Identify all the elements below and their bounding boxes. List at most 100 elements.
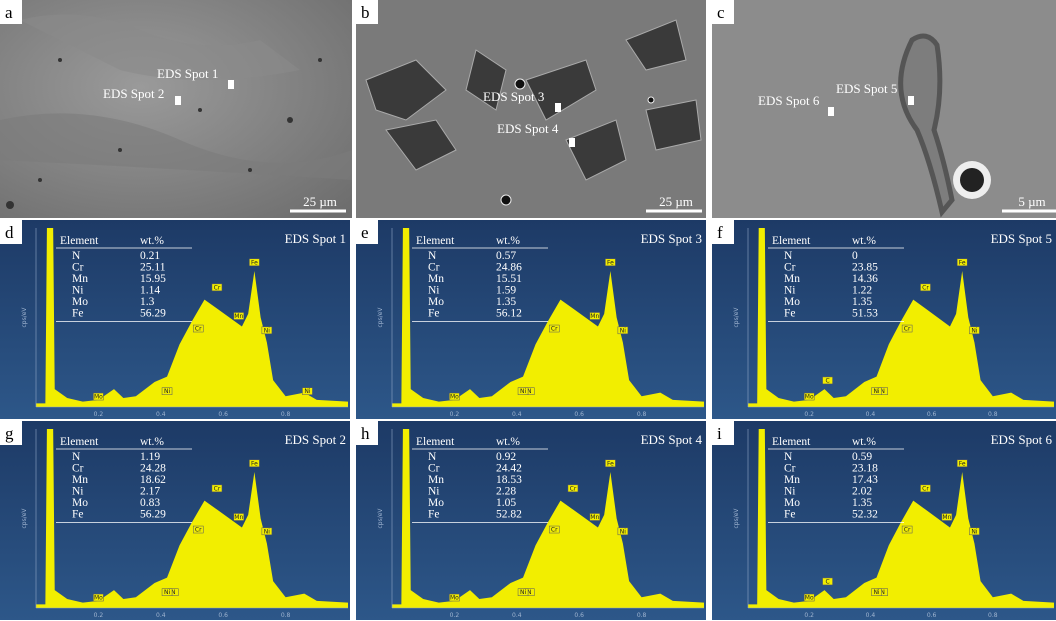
- table-header: wt.%: [140, 235, 164, 247]
- peak-label-box: [605, 258, 616, 267]
- peak-label-box: [302, 387, 313, 395]
- peak-label: Cr: [214, 284, 221, 291]
- spot-label: EDS Spot 5: [836, 81, 897, 96]
- peak-label: Fe: [607, 460, 614, 467]
- peak-label-box: [449, 392, 460, 401]
- table-cell: Mo: [428, 296, 444, 308]
- table-cell: 1.22: [852, 285, 872, 297]
- sem-image-b: [356, 0, 706, 218]
- table-cell: 0.83: [140, 497, 160, 509]
- table-header: wt.%: [852, 235, 876, 247]
- table-cell: 2.17: [140, 486, 160, 498]
- table-cell: 56.12: [496, 308, 522, 320]
- table-cell: Mn: [72, 273, 88, 285]
- table-cell: Mn: [784, 474, 800, 486]
- table-cell: Cr: [784, 463, 796, 475]
- peak-label-box: [233, 312, 245, 320]
- peak-label: Fe: [251, 460, 258, 467]
- panel-label: c: [717, 3, 725, 22]
- peak-label: N: [527, 589, 532, 596]
- table-cell: Fe: [784, 509, 796, 521]
- table-cell: 2.28: [496, 486, 516, 498]
- y-axis-label: cps/eV: [733, 508, 740, 529]
- spectrum-fill: [392, 429, 704, 608]
- panel-label-box: [356, 220, 378, 244]
- table-cell: Ni: [784, 486, 796, 498]
- x-tick-label: 0.4: [866, 411, 876, 418]
- table-header: Element: [60, 436, 99, 448]
- peak-label-box: [941, 513, 953, 521]
- peak-label: C: [825, 578, 829, 585]
- peak-label: Fe: [959, 460, 966, 467]
- sem-image-c: [712, 0, 1056, 218]
- panel-label-box: [712, 0, 734, 24]
- table-cell: 24.42: [496, 463, 522, 475]
- table-cell: N: [72, 451, 81, 463]
- peak-label-box: [920, 283, 931, 292]
- table-cell: 0.21: [140, 250, 160, 262]
- panel-label: a: [5, 3, 13, 22]
- peak-label-box: [548, 525, 560, 534]
- x-tick-label: 0.8: [281, 612, 291, 619]
- peak-label: Cr: [570, 485, 577, 492]
- spectrum-fill: [36, 228, 348, 407]
- peak-label: Ni: [620, 528, 626, 535]
- x-tick-label: 0.2: [804, 411, 814, 418]
- y-axis-label: cps/eV: [733, 307, 740, 328]
- table-cell: 0: [852, 250, 858, 262]
- peak-label-box: [548, 324, 560, 333]
- peak-label-box: [617, 527, 629, 536]
- table-cell: 23.85: [852, 262, 878, 274]
- panel-label: h: [361, 424, 370, 443]
- table-cell: 1.05: [496, 497, 516, 509]
- spectrum-title: EDS Spot 3: [641, 231, 702, 246]
- table-cell: Cr: [784, 262, 796, 274]
- spectrum-fill: [36, 429, 348, 608]
- peak-label: N: [171, 589, 176, 596]
- x-tick-label: 0.8: [988, 411, 998, 418]
- x-tick-label: 0.6: [218, 411, 228, 418]
- peak-label: Cr: [922, 485, 929, 492]
- table-cell: 15.51: [496, 273, 522, 285]
- peak-label-box: [449, 593, 460, 602]
- table-cell: Cr: [428, 262, 440, 274]
- table-cell: 0.57: [496, 250, 516, 262]
- peak-label: Ni: [520, 388, 526, 395]
- x-tick-label: 0.6: [574, 612, 584, 619]
- peak-label: Mn: [590, 313, 599, 320]
- panel-label-box: [712, 421, 734, 445]
- peak-label: Ni: [264, 528, 270, 535]
- table-cell: Fe: [428, 509, 440, 521]
- spot-label: EDS Spot 6: [758, 93, 820, 108]
- table-cell: 24.86: [496, 262, 522, 274]
- spectrum-title: EDS Spot 5: [991, 231, 1052, 246]
- y-axis-label: cps/eV: [377, 508, 384, 529]
- table-cell: 15.95: [140, 273, 166, 285]
- x-tick-label: 0.2: [450, 411, 460, 418]
- sem-image-a: [0, 0, 352, 218]
- panel-label-box: [0, 421, 22, 445]
- peak-label: Ni: [873, 589, 879, 596]
- scale-bar-label: 25 µm: [303, 194, 337, 209]
- table-cell: Ni: [428, 285, 440, 297]
- peak-label: Mo: [94, 595, 103, 602]
- peak-label-box: [93, 392, 104, 401]
- table-cell: Fe: [72, 308, 84, 320]
- table-header: wt.%: [140, 436, 164, 448]
- peak-label-box: [969, 527, 980, 536]
- peak-label: Ni: [620, 327, 626, 334]
- table-cell: 56.29: [140, 308, 166, 320]
- peak-label: N: [527, 388, 532, 395]
- table-cell: Cr: [72, 463, 84, 475]
- table-cell: 52.32: [852, 509, 878, 521]
- panel-label: i: [717, 424, 722, 443]
- peak-label: Ni: [164, 388, 170, 395]
- table-cell: Ni: [784, 285, 796, 297]
- table-cell: Mn: [428, 474, 444, 486]
- table-cell: N: [784, 250, 793, 262]
- table-cell: 18.53: [496, 474, 522, 486]
